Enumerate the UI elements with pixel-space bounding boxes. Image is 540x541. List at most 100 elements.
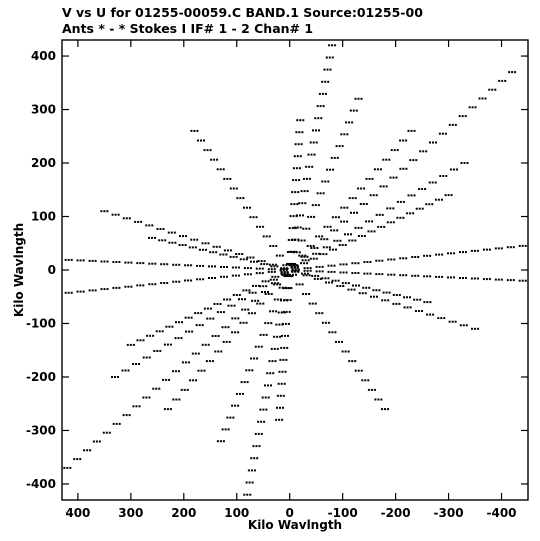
uv-point	[281, 334, 289, 337]
uv-point	[167, 231, 176, 234]
uv-point	[287, 239, 296, 241]
uv-point	[270, 265, 279, 268]
uv-point	[268, 360, 277, 363]
uv-point	[270, 282, 279, 285]
uv-point	[231, 274, 240, 277]
uv-point	[179, 235, 187, 238]
uv-point	[386, 221, 395, 224]
uv-point	[255, 272, 264, 275]
uv-point	[316, 192, 325, 195]
uv-point	[449, 168, 458, 171]
uv-point	[460, 162, 469, 164]
uv-point	[328, 331, 337, 334]
uv-point	[194, 312, 203, 315]
uv-point	[382, 158, 391, 161]
x-tick-label: 200	[171, 506, 196, 520]
uv-point	[212, 245, 221, 248]
uv-point	[359, 203, 368, 205]
uv-point	[506, 246, 515, 249]
uv-point	[92, 440, 101, 443]
uv-point	[243, 493, 252, 496]
uv-point	[83, 449, 92, 452]
uv-point	[447, 276, 455, 279]
uv-point	[208, 265, 216, 268]
uv-point	[160, 263, 169, 266]
y-tick-label: -400	[26, 477, 56, 491]
uv-point	[407, 129, 416, 132]
uv-point	[459, 324, 468, 327]
uv-point	[235, 392, 244, 395]
uv-point	[276, 406, 284, 409]
uv-point	[281, 273, 290, 276]
uv-point	[339, 271, 348, 274]
uv-point	[302, 177, 311, 180]
uv-point	[236, 197, 245, 200]
uv-point	[291, 265, 299, 268]
uv-point	[375, 273, 384, 276]
uv-point	[216, 440, 225, 443]
y-tick-label: -100	[26, 316, 56, 330]
uv-point	[205, 360, 214, 363]
uv-point	[367, 230, 376, 233]
uv-point	[316, 105, 325, 108]
uv-point	[362, 286, 371, 289]
uv-point	[275, 254, 284, 257]
uv-point	[341, 350, 350, 353]
uv-point	[315, 265, 324, 268]
uv-point	[148, 283, 157, 286]
uv-point	[478, 97, 487, 100]
uv-point	[494, 247, 503, 250]
uv-point	[419, 150, 428, 153]
uv-point	[482, 248, 491, 251]
uv-point	[448, 320, 457, 323]
uv-point	[415, 207, 424, 210]
uv-point	[407, 194, 416, 197]
uv-point	[226, 416, 235, 419]
uv-point	[330, 156, 339, 159]
uv-point	[264, 293, 273, 295]
uv-point	[206, 317, 215, 320]
uv-point	[221, 326, 230, 329]
uv-point	[403, 296, 411, 299]
uv-point	[367, 388, 376, 391]
uv-point	[185, 330, 194, 333]
uv-point	[152, 387, 161, 390]
uv-point	[242, 289, 251, 292]
uv-point	[323, 68, 332, 71]
uv-point	[142, 396, 151, 399]
y-tick-label: 400	[31, 49, 56, 63]
uv-point	[280, 272, 289, 275]
uv-point	[246, 256, 255, 259]
uv-point	[386, 207, 395, 210]
uv-point	[314, 117, 323, 120]
uv-point	[396, 216, 405, 219]
uv-point	[64, 258, 73, 261]
uv-point	[447, 252, 455, 255]
uv-point	[302, 227, 311, 230]
uv-point	[219, 253, 228, 256]
uv-point	[382, 291, 391, 294]
uv-point	[429, 141, 437, 144]
uv-point	[311, 204, 320, 207]
uv-point	[252, 284, 260, 287]
x-tick-label: -400	[487, 506, 517, 520]
uv-point	[261, 396, 270, 399]
uv-point	[335, 145, 344, 148]
uv-point	[121, 369, 130, 372]
uv-point	[112, 261, 121, 263]
uv-point	[227, 304, 236, 307]
uv-point	[201, 242, 210, 245]
uv-point	[126, 343, 135, 346]
uv-point	[223, 298, 232, 301]
uv-point	[373, 168, 382, 171]
uv-point	[379, 185, 388, 188]
uv-point	[280, 346, 289, 349]
uv-point	[298, 254, 307, 257]
uv-point	[471, 327, 479, 330]
uv-point	[387, 258, 396, 261]
uv-point	[261, 291, 269, 293]
uv-point	[290, 203, 299, 206]
uv-point	[191, 352, 200, 355]
uv-point	[124, 261, 133, 264]
uv-point	[278, 370, 287, 373]
